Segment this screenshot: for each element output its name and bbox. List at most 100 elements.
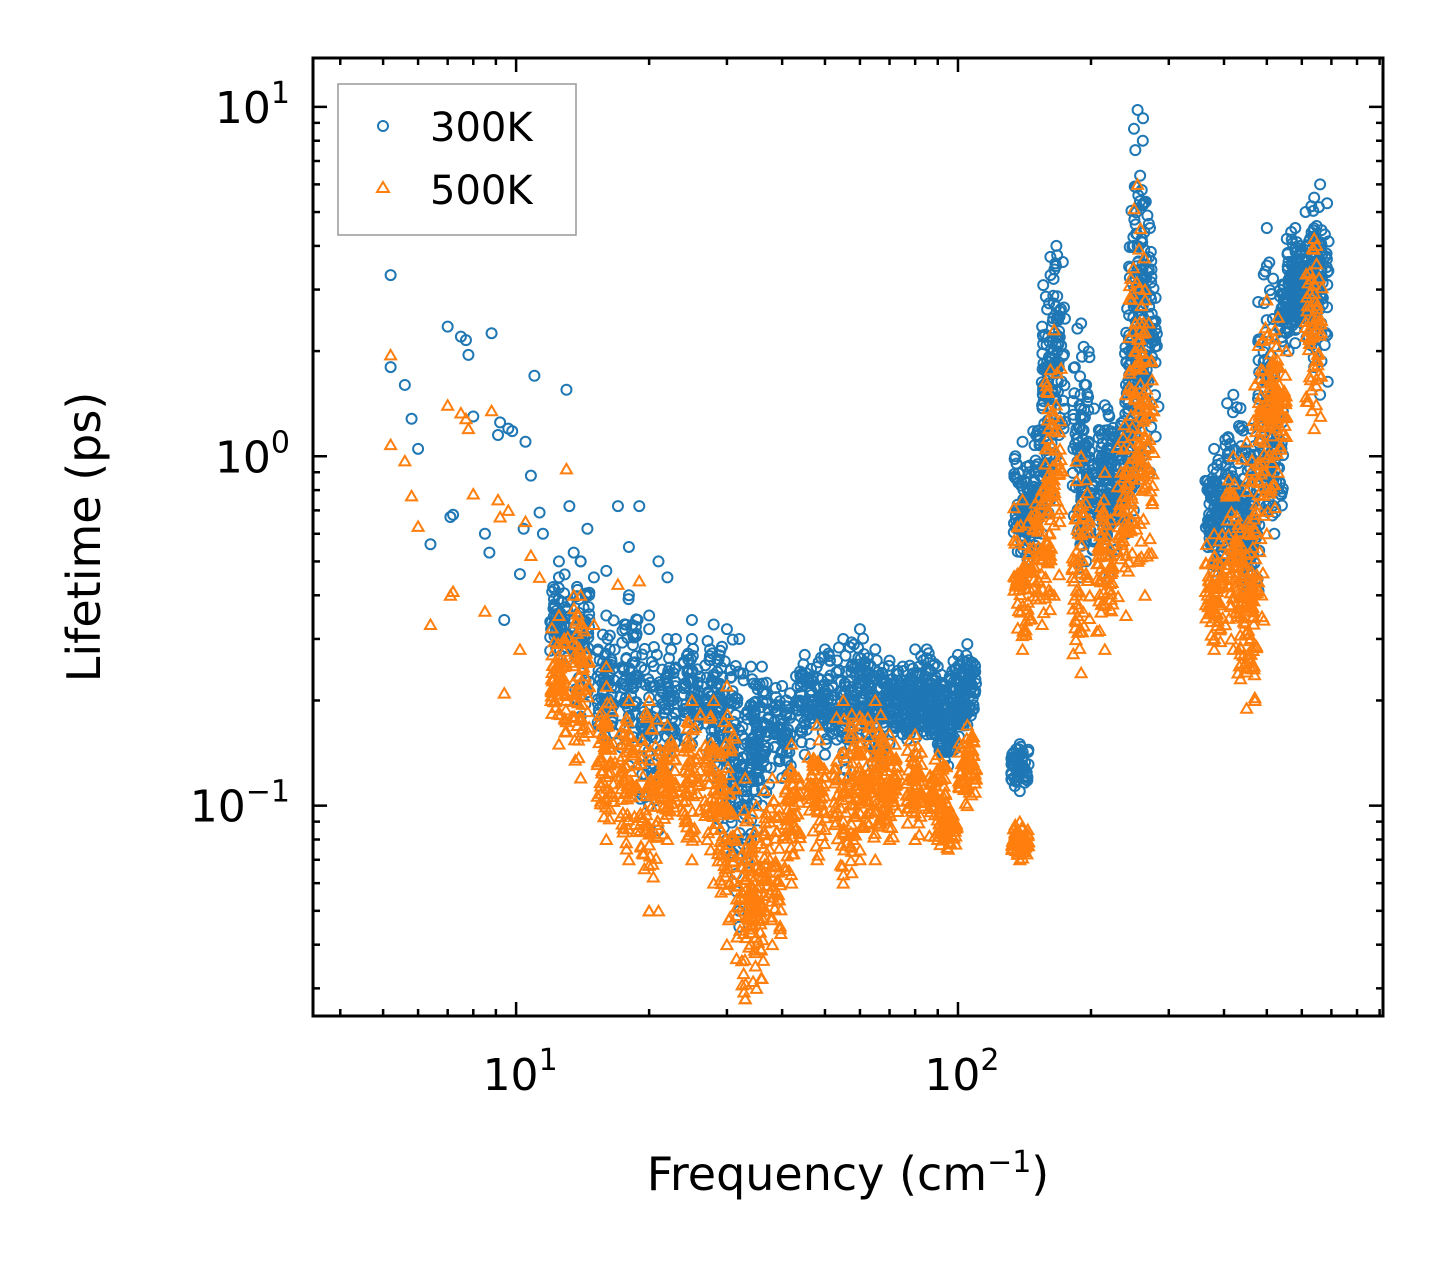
data-point	[1039, 290, 1052, 303]
data-marks	[383, 103, 1335, 1005]
data-point	[1139, 195, 1152, 208]
data-point	[498, 613, 511, 626]
data-point	[682, 824, 698, 838]
data-point	[698, 738, 713, 751]
data-point	[813, 819, 828, 833]
data-point	[832, 664, 845, 677]
data-point	[580, 704, 595, 718]
data-point	[1260, 222, 1273, 235]
data-point	[749, 981, 764, 994]
data-point	[710, 775, 725, 789]
data-point	[783, 761, 799, 775]
data-point	[768, 810, 784, 823]
data-point	[940, 798, 956, 812]
data-point	[1040, 431, 1055, 445]
data-point	[830, 804, 845, 818]
data-point	[1008, 468, 1021, 481]
data-point	[757, 783, 772, 797]
data-point	[691, 676, 704, 689]
data-point	[1013, 587, 1028, 601]
data-point	[823, 654, 836, 667]
data-point	[729, 892, 745, 905]
data-point	[736, 966, 751, 980]
data-point	[849, 746, 865, 760]
data-point	[599, 741, 614, 755]
data-point	[679, 740, 694, 754]
data-point	[693, 707, 708, 721]
data-point	[1083, 351, 1096, 364]
data-point	[889, 759, 905, 772]
data-point	[614, 792, 629, 805]
data-point	[924, 653, 937, 666]
data-point	[738, 790, 751, 803]
data-point	[462, 348, 475, 361]
data-point	[804, 791, 819, 805]
data-point	[1008, 760, 1021, 773]
data-point	[560, 630, 575, 643]
data-point	[1046, 517, 1062, 531]
data-point	[968, 761, 984, 775]
data-point	[624, 764, 639, 778]
data-point	[1322, 264, 1335, 277]
data-point	[907, 727, 923, 740]
data-point	[1047, 289, 1060, 302]
data-point	[622, 593, 635, 606]
data-point	[957, 768, 972, 782]
data-point	[1042, 525, 1057, 539]
data-point	[750, 880, 765, 894]
data-point	[716, 671, 729, 684]
data-point	[869, 768, 884, 781]
data-point	[951, 745, 967, 758]
data-point	[706, 693, 721, 706]
data-point	[1014, 761, 1027, 774]
data-point	[573, 645, 588, 659]
data-point	[621, 789, 637, 803]
data-point	[517, 522, 530, 535]
data-point	[1013, 605, 1028, 618]
data-point	[953, 765, 968, 779]
data-point	[809, 838, 824, 852]
data-point	[602, 811, 617, 825]
data-point	[621, 852, 637, 866]
data-point	[626, 618, 639, 631]
data-point	[946, 704, 959, 717]
data-point	[781, 820, 797, 833]
data-point	[552, 555, 565, 568]
data-point	[836, 876, 851, 889]
data-point	[1294, 239, 1307, 252]
data-point	[788, 788, 804, 801]
data-point	[692, 746, 707, 760]
data-point	[784, 876, 799, 889]
data-point	[885, 751, 900, 765]
data-point	[887, 737, 903, 750]
data-point	[619, 842, 634, 855]
data-point	[796, 669, 809, 682]
data-point	[669, 632, 682, 645]
data-point	[1006, 500, 1022, 514]
data-point	[598, 799, 614, 813]
data-point	[937, 785, 953, 799]
data-point	[653, 766, 669, 779]
data-point	[733, 632, 746, 645]
data-point	[876, 668, 889, 681]
data-point	[595, 726, 610, 740]
data-point	[1289, 222, 1302, 235]
data-point	[1322, 235, 1335, 248]
data-point	[1145, 276, 1158, 289]
data-point	[677, 656, 690, 669]
data-point	[1043, 362, 1058, 376]
data-point	[805, 712, 818, 725]
data-point	[565, 636, 581, 649]
data-point	[590, 757, 605, 771]
data-point	[513, 568, 526, 581]
data-point	[611, 500, 624, 513]
data-point	[1049, 257, 1062, 270]
series-500k	[383, 177, 1330, 1005]
data-point	[1135, 269, 1148, 282]
data-point	[581, 522, 594, 535]
data-point	[581, 655, 596, 668]
data-point	[822, 672, 835, 685]
data-point	[1123, 309, 1136, 322]
data-point	[931, 762, 947, 776]
